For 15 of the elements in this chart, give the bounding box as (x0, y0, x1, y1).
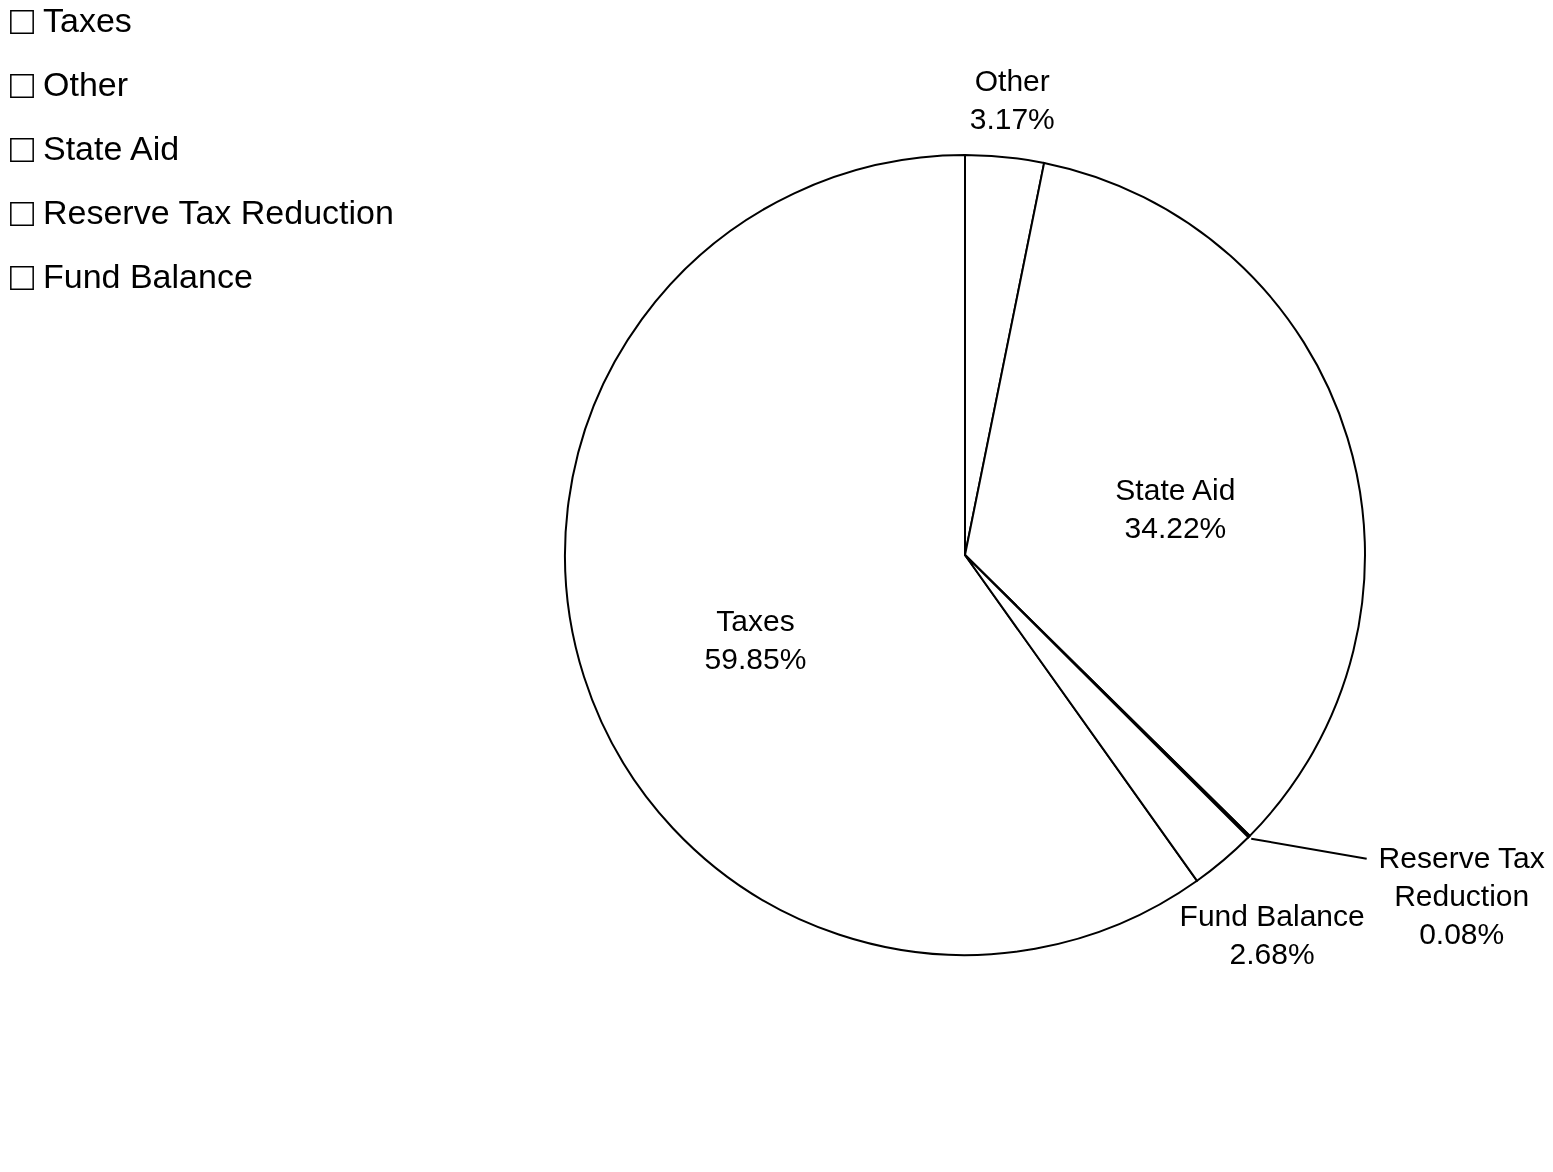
slice-label: Other (974, 64, 1050, 98)
legend-label: State Aid (43, 129, 180, 167)
slice-label: Taxes (716, 604, 795, 637)
slice-label: Reserve Tax Reduction (1378, 840, 1545, 912)
data-label: 0.08% (1419, 916, 1505, 950)
data-label: 34.22% (1124, 510, 1227, 544)
data-label: 59.85% (704, 642, 807, 675)
data-label: 2.68% (1229, 937, 1315, 971)
legend-label: Other (43, 65, 129, 103)
legend-label: Taxes (43, 1, 132, 39)
data-label: 3.17% (969, 102, 1055, 136)
legend-label: Fund Balance (43, 257, 253, 295)
slice-label: State Aid (1115, 472, 1236, 506)
legend-label: Reserve Tax Reduction (43, 193, 394, 231)
slice-label: Fund Balance (1179, 899, 1365, 933)
